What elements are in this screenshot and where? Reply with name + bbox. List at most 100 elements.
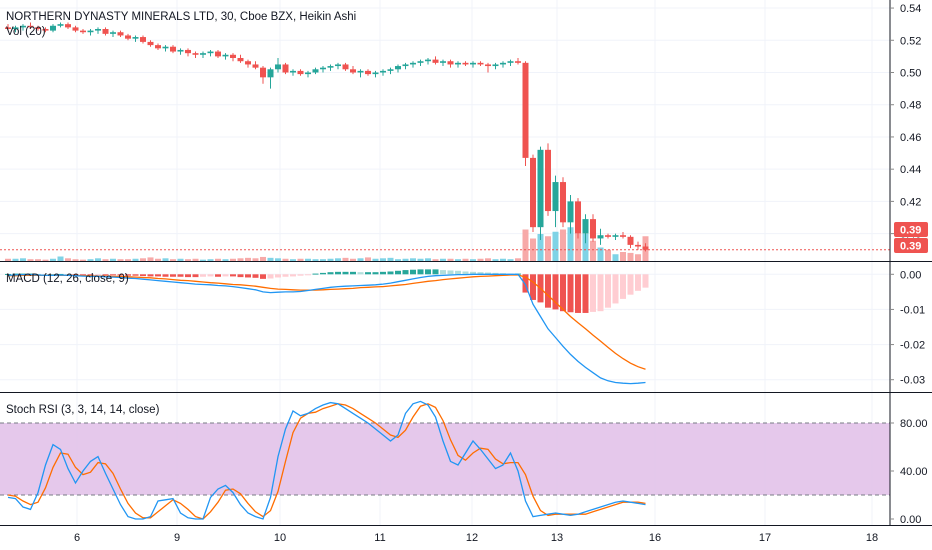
- volume-bar: [267, 257, 274, 261]
- volume-bar: [410, 258, 416, 261]
- macd-histogram-bar: [432, 269, 439, 275]
- time-tick-label: 9: [174, 532, 180, 544]
- stoch-rsi-lines: [7, 400, 646, 520]
- candle-body: [290, 70, 296, 73]
- macd-histogram-bar: [582, 274, 589, 313]
- macd-histogram-bar: [297, 274, 304, 276]
- macd-histogram-bar: [575, 274, 581, 313]
- candle-body: [545, 149, 551, 212]
- macd-histogram-bar: [590, 274, 596, 312]
- volume-bar: [545, 236, 551, 261]
- price-axis[interactable]: 0.540.520.500.480.460.440.420.400.00-0.0…: [890, 3, 928, 526]
- volume-bar: [312, 259, 319, 261]
- volume-bar: [635, 254, 641, 261]
- volume-bar: [372, 258, 379, 261]
- macd-histogram-bar: [125, 274, 131, 276]
- time-tick-label: 10: [274, 532, 286, 544]
- macd-histogram-bar: [170, 274, 176, 277]
- macd-histogram-bar: [155, 274, 161, 277]
- volume-bar: [117, 259, 124, 261]
- price-tag-2: 0.39: [894, 238, 928, 253]
- volume-bar: [200, 259, 206, 261]
- time-axis[interactable]: 6 9 10 11 12 13 16 17 18: [74, 532, 878, 544]
- volume-bar: [395, 259, 401, 261]
- candle-body: [417, 61, 424, 63]
- candle-body: [230, 54, 236, 58]
- price-tag-2-label: 0.39: [900, 241, 921, 253]
- time-tick-label: 16: [649, 532, 661, 544]
- volume-bar: [207, 259, 214, 261]
- time-tick-label: 12: [466, 532, 478, 544]
- volume-bar: [365, 257, 371, 261]
- candle-body: [5, 27, 11, 29]
- macd-histogram-bar: [102, 274, 109, 276]
- macd-histogram-bar: [192, 274, 199, 278]
- price-tick-label: 0.52: [900, 35, 921, 47]
- volume-bar: [552, 231, 559, 261]
- candle-body: [132, 37, 139, 39]
- macd-histogram-bar: [410, 269, 416, 275]
- volume-bar: [252, 258, 259, 261]
- candle-body: [80, 30, 86, 33]
- volume-bar: [417, 258, 424, 261]
- candle-body: [35, 27, 41, 29]
- volume-bar: [72, 259, 79, 261]
- volume-bar: [155, 258, 161, 261]
- volume-bar: [87, 259, 94, 261]
- macd-histogram-bar: [530, 274, 536, 300]
- macd-histogram-bar: [402, 270, 409, 275]
- candle-body: [387, 69, 394, 71]
- candle-body: [357, 70, 364, 73]
- volume-bar: [537, 234, 544, 261]
- macd-histogram-bar: [245, 274, 251, 278]
- candle-body: [57, 24, 64, 26]
- macd-tick-label: -0.02: [900, 340, 925, 352]
- volume-bar: [507, 259, 514, 261]
- volume-bar: [620, 252, 626, 261]
- candle-body: [102, 29, 109, 34]
- candle-body: [297, 70, 304, 75]
- volume-bar: [425, 258, 431, 261]
- volume-bar: [335, 258, 341, 261]
- candle-body: [192, 53, 199, 55]
- candle-body: [372, 72, 379, 75]
- macd-histogram-bar: [147, 274, 154, 277]
- volume-bar: [590, 240, 596, 261]
- macd-histogram-bar: [395, 270, 401, 275]
- candle-body: [170, 46, 176, 52]
- macd-histogram-bar: [230, 274, 236, 277]
- candle-body: [65, 24, 71, 28]
- candle-body: [267, 69, 274, 78]
- volume-bar: [485, 258, 491, 261]
- candle-body: [327, 66, 334, 68]
- macd-tick-label: -0.01: [900, 304, 925, 316]
- candle-body: [462, 62, 469, 65]
- volume-bar: [305, 258, 311, 261]
- volume-bar: [432, 259, 439, 261]
- macd-histogram-bar: [200, 274, 206, 277]
- candle-body: [20, 25, 26, 28]
- macd-signal-line: [8, 274, 646, 370]
- price-tick-label: 0.42: [900, 196, 921, 208]
- volume-bar: [297, 258, 304, 261]
- volume-bar: [185, 259, 191, 261]
- volume-bar: [515, 258, 521, 261]
- candle-body: [537, 149, 544, 228]
- macd-lines: [7, 273, 646, 385]
- volume-bar: [222, 259, 229, 261]
- macd-histogram-bar: [290, 274, 296, 277]
- volume-bar: [27, 259, 34, 261]
- candle-body: [177, 49, 184, 52]
- candle-body: [12, 27, 19, 29]
- macd-histogram-bar: [567, 274, 574, 313]
- volume-bar: [5, 258, 11, 261]
- price-tag-1-label: 0.39: [900, 225, 921, 237]
- candle-body: [215, 51, 221, 57]
- macd-histogram-bar: [417, 269, 424, 275]
- stoch-tick-label: 80.00: [900, 418, 928, 430]
- volume-bar: [65, 258, 71, 261]
- volume-bar: [57, 256, 64, 261]
- macd-histogram-bar: [642, 274, 649, 288]
- macd-line: [7, 273, 646, 385]
